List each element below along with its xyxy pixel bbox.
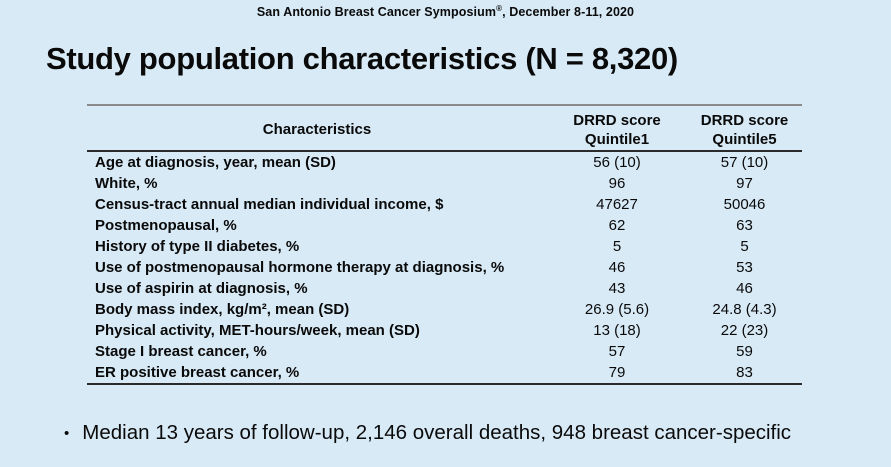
- row-label: Physical activity, MET-hours/week, mean …: [95, 322, 420, 339]
- row-q1-value: 57: [608, 343, 626, 360]
- row-q5-value: 97: [736, 175, 753, 192]
- table-row: History of type II diabetes, % 5 5: [87, 236, 802, 257]
- table-row: Age at diagnosis, year, mean (SD) 56 (10…: [87, 151, 802, 173]
- conference-header: San Antonio Breast Cancer Symposium®, De…: [0, 4, 891, 19]
- bullet-text: Median 13 years of follow-up, 2,146 over…: [82, 421, 792, 444]
- table-row: Use of postmenopausal hormone therapy at…: [87, 257, 802, 278]
- row-label: Census-tract annual median individual in…: [95, 196, 444, 213]
- table-row: ER positive breast cancer, % 79 83: [87, 362, 802, 384]
- row-q5-value: 63: [736, 217, 753, 234]
- table-row: Stage I breast cancer, % 57 59: [87, 341, 802, 362]
- row-q1-value: 43: [608, 280, 626, 297]
- table-header-row: Characteristics DRRD score Quintile1 DRR…: [87, 105, 802, 152]
- row-q5-value: 50046: [723, 196, 766, 213]
- table-row: Use of aspirin at diagnosis, % 43 46: [87, 278, 802, 299]
- row-q1-value: 56 (10): [593, 154, 641, 171]
- row-q1-value: 96: [608, 175, 626, 192]
- registered-mark: ®: [496, 4, 503, 13]
- quintile1-header-line1: DRRD score: [573, 111, 661, 129]
- row-label: Body mass index, kg/m², mean (SD): [95, 301, 350, 318]
- row-q1-value: 62: [608, 217, 626, 234]
- conference-name: San Antonio Breast Cancer Symposium: [256, 5, 497, 20]
- row-q5-value: 83: [736, 364, 753, 381]
- quintile5-header-line1: DRRD score: [700, 111, 789, 129]
- row-label: Use of aspirin at diagnosis, %: [95, 280, 308, 297]
- bullet-marker: •: [64, 424, 70, 442]
- row-q5-value: 5: [740, 238, 749, 255]
- row-q5-value: 53: [736, 259, 753, 276]
- row-q1-value: 79: [608, 364, 626, 381]
- row-label: Age at diagnosis, year, mean (SD): [95, 154, 336, 171]
- column-header-quintile5: DRRD score Quintile5: [687, 105, 802, 152]
- column-header-characteristics: Characteristics: [87, 105, 547, 152]
- row-label: ER positive breast cancer, %: [95, 364, 300, 381]
- row-q5-value: 24.8 (4.3): [712, 301, 777, 318]
- footnote-bullet: • Median 13 years of follow-up, 2,146 ov…: [64, 421, 791, 445]
- row-q5-value: 57 (10): [720, 154, 769, 171]
- table-row: Body mass index, kg/m², mean (SD) 26.9 (…: [87, 299, 802, 320]
- quintile1-header-line2: Quintile1: [584, 130, 650, 148]
- row-q5-value: 22 (23): [720, 322, 769, 339]
- row-label: Use of postmenopausal hormone therapy at…: [95, 259, 505, 276]
- slide-title: Study population characteristics (N = 8,…: [46, 41, 678, 76]
- quintile5-header-line2: Quintile5: [712, 130, 777, 148]
- table-row: Postmenopausal, % 62 63: [87, 215, 802, 236]
- row-q1-value: 46: [608, 259, 626, 276]
- row-label: Stage I breast cancer, %: [95, 343, 267, 360]
- row-q1-value: 47627: [596, 196, 638, 213]
- row-q1-value: 13 (18): [593, 322, 641, 339]
- conference-date: , December 8-11, 2020: [502, 5, 635, 20]
- table-row: Census-tract annual median individual in…: [87, 194, 802, 215]
- row-q5-value: 59: [736, 343, 753, 360]
- row-q1-value: 5: [612, 238, 622, 255]
- table-row: Physical activity, MET-hours/week, mean …: [87, 320, 802, 341]
- characteristics-table: Characteristics DRRD score Quintile1 DRR…: [87, 104, 802, 385]
- row-label: Postmenopausal, %: [95, 217, 237, 234]
- row-q5-value: 46: [736, 280, 753, 297]
- row-label: White, %: [95, 175, 158, 192]
- table-row: White, % 96 97: [87, 173, 802, 194]
- column-header-quintile1: DRRD score Quintile1: [547, 105, 687, 152]
- row-q1-value: 26.9 (5.6): [584, 301, 650, 318]
- row-label: History of type II diabetes, %: [95, 238, 300, 255]
